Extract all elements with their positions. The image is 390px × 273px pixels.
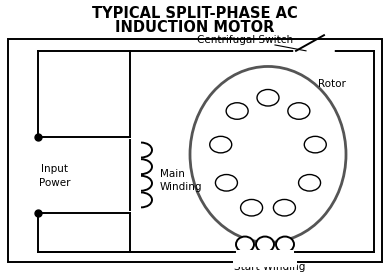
Ellipse shape	[215, 174, 238, 191]
Text: TYPICAL SPLIT-PHASE AC: TYPICAL SPLIT-PHASE AC	[92, 6, 298, 21]
Ellipse shape	[210, 136, 232, 153]
Bar	[8, 39, 382, 262]
Text: Rotor: Rotor	[318, 79, 346, 89]
Ellipse shape	[241, 200, 262, 216]
Ellipse shape	[304, 136, 326, 153]
Ellipse shape	[288, 103, 310, 119]
Text: Centrifugal Switch: Centrifugal Switch	[197, 35, 293, 45]
Ellipse shape	[130, 192, 152, 207]
Bar	[128, 140, 141, 210]
Text: Start Winding: Start Winding	[234, 262, 306, 272]
Ellipse shape	[273, 200, 295, 216]
Ellipse shape	[257, 90, 279, 106]
Ellipse shape	[276, 236, 294, 252]
Ellipse shape	[236, 236, 254, 252]
Ellipse shape	[299, 174, 321, 191]
Ellipse shape	[130, 176, 152, 191]
Bar	[233, 250, 297, 270]
Text: Main
Winding: Main Winding	[160, 169, 202, 192]
Ellipse shape	[190, 66, 346, 242]
Ellipse shape	[226, 103, 248, 119]
Text: Input
Power: Input Power	[39, 164, 71, 188]
Text: INDUCTION MOTOR: INDUCTION MOTOR	[115, 20, 275, 35]
Ellipse shape	[130, 143, 152, 158]
Ellipse shape	[130, 159, 152, 174]
Ellipse shape	[256, 236, 274, 252]
